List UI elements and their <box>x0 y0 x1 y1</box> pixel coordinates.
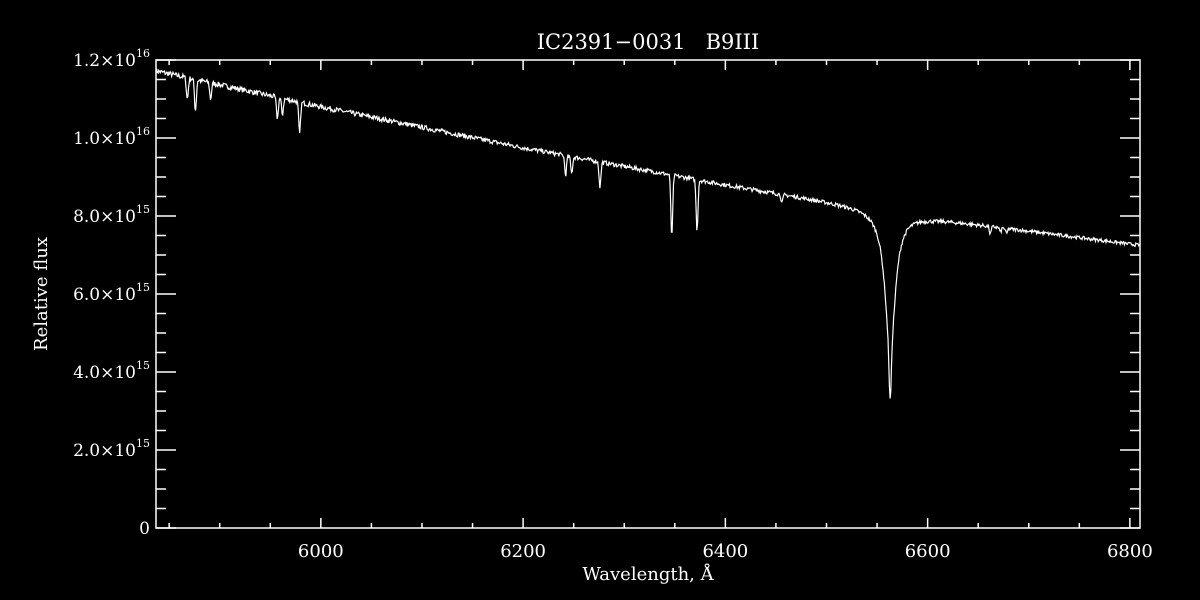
axis-ticks <box>156 59 1140 529</box>
x-tick-label: 6800 <box>1107 541 1153 562</box>
x-tick-label: 6600 <box>905 541 951 562</box>
y-axis-label: Relative flux <box>31 237 52 351</box>
y-tick-label: 6.0×1015 <box>73 281 150 305</box>
spectrum-line <box>155 68 1141 399</box>
y-tick-label: 2.0×1015 <box>73 437 150 461</box>
x-tick-label: 6200 <box>500 541 546 562</box>
y-tick-label: 4.0×1015 <box>73 359 150 383</box>
x-tick-label: 6400 <box>702 541 748 562</box>
y-tick-label: 0 <box>139 519 150 539</box>
chart-title: IC2391−0031 B9III <box>537 30 760 54</box>
plot-frame <box>155 59 1141 529</box>
y-tick-label: 1.2×1016 <box>73 47 150 71</box>
y-tick-label: 8.0×1015 <box>73 203 150 227</box>
x-axis-label: Wavelength, Å <box>582 563 714 585</box>
x-tick-label: 6000 <box>298 541 344 562</box>
tick-labels: 6000 6200 6400 6600 6800 0 2.0×1015 4.0×1015 6.0… <box>73 47 1153 562</box>
y-tick-label: 1.0×1016 <box>73 125 150 149</box>
